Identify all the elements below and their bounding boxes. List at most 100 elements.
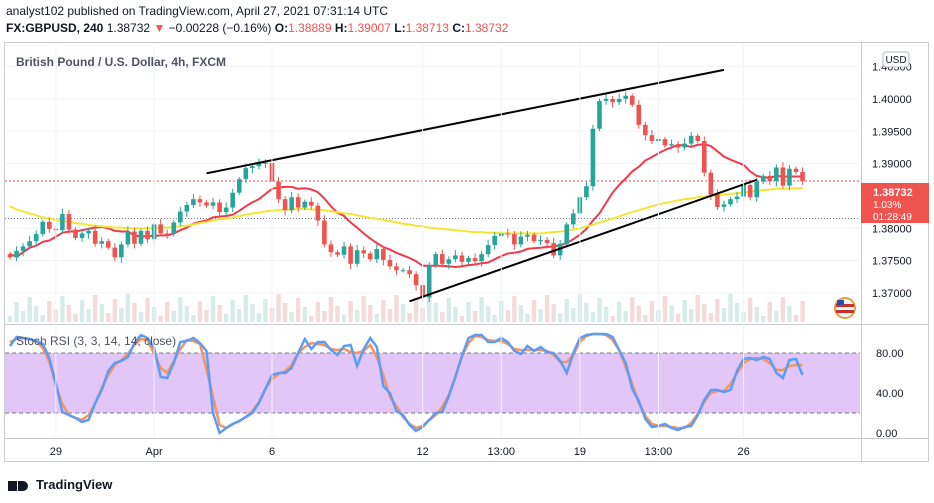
candle (210, 197, 216, 210)
candle (629, 93, 635, 108)
volume-bar (597, 298, 602, 322)
candle (793, 166, 799, 175)
candle (276, 177, 281, 203)
time-tick-label: 6 (269, 446, 275, 458)
time-tick-label: 29 (50, 446, 62, 458)
volume-bar (138, 312, 144, 322)
candle (734, 191, 740, 203)
candle (105, 238, 111, 250)
tradingview-logo[interactable]: TradingView (8, 477, 112, 492)
candle (623, 91, 628, 104)
volume-bar (715, 299, 720, 322)
time-axis[interactable]: 29 Apr 6 12 13:00 19 13:00 26 (4, 44, 929, 458)
volume-bar (34, 306, 39, 322)
flag-icon[interactable] (834, 297, 856, 319)
volume-bar (237, 309, 242, 322)
moving-average-slow (9, 187, 803, 235)
high-label: H: (334, 21, 348, 35)
last-price-tag-change: 1.03% (873, 200, 901, 211)
tradingview-icon (8, 478, 30, 492)
candle (505, 228, 511, 238)
stoch-rsi-pane[interactable]: 80.00 40.00 0.00 (5, 332, 904, 440)
candle (780, 162, 786, 189)
last-price-tag-value: 1.38732 (873, 187, 913, 199)
open-value: 1.38889 (288, 21, 332, 35)
volume-bar (793, 315, 799, 322)
volume-bar (171, 311, 176, 322)
volume-bar (675, 314, 681, 322)
volume-bar (230, 300, 235, 322)
volume-bar (328, 297, 334, 322)
overbought-oversold-band (5, 353, 860, 413)
candle (158, 219, 163, 237)
volume-bar (407, 313, 412, 322)
candle (643, 121, 648, 141)
candle (40, 219, 46, 237)
volume-bar (479, 297, 484, 322)
candle (328, 240, 334, 257)
volume-bar (374, 314, 379, 322)
candle (695, 133, 701, 144)
volume-bar (309, 316, 314, 322)
time-tick-label: 13:00 (487, 446, 515, 458)
volume-bar (119, 308, 124, 322)
time-tick-label: Apr (146, 446, 163, 458)
candle (367, 251, 373, 262)
volume-bar (335, 306, 340, 322)
candle (295, 193, 301, 213)
candle (164, 229, 170, 239)
volume-bar (60, 296, 65, 322)
candle (341, 241, 347, 259)
volume-bar (780, 297, 786, 322)
volume-bar (66, 305, 72, 322)
candle (27, 235, 32, 250)
candle (728, 196, 733, 207)
candle (92, 225, 98, 247)
volume-bar (348, 301, 353, 322)
volume-bar (446, 298, 452, 322)
volume-bar (603, 307, 609, 322)
currency-badge[interactable] (882, 51, 910, 68)
candle (675, 141, 681, 153)
candle (309, 197, 314, 210)
candle (492, 232, 497, 250)
volume-bar (643, 315, 648, 322)
candle (354, 244, 360, 267)
volume-bar (99, 304, 104, 322)
volume-bar (47, 301, 52, 322)
candle (243, 163, 249, 183)
candle (544, 236, 550, 249)
candle (413, 271, 419, 291)
candle (440, 249, 445, 268)
volume-bar (636, 306, 641, 322)
volume-bar (210, 296, 216, 322)
candle (721, 200, 727, 212)
volume-bar (296, 298, 301, 322)
candle (571, 208, 576, 229)
candle (217, 199, 222, 218)
volume-bar (282, 303, 288, 322)
volume-bar (695, 295, 700, 322)
candle (531, 232, 537, 244)
last-price: 1.38732 (106, 21, 151, 35)
volume-bar (263, 299, 268, 322)
candle (584, 180, 589, 201)
time-tick-label: 13:00 (645, 446, 673, 458)
candle (184, 201, 190, 217)
candle (538, 235, 543, 246)
candle (171, 220, 177, 237)
candle (79, 228, 85, 242)
candle (223, 202, 229, 216)
price-tick-label: 1.39000 (872, 159, 912, 171)
volume-bar (92, 295, 98, 322)
volume-bar (197, 301, 203, 322)
volume-bar (800, 301, 805, 322)
close-value: 1.38732 (464, 21, 509, 35)
candle (518, 231, 524, 248)
candle (446, 256, 452, 270)
volume-bar (518, 305, 524, 322)
candle (551, 237, 556, 259)
tradingview-brand: TradingView (36, 477, 113, 492)
volume-bar (682, 300, 687, 322)
